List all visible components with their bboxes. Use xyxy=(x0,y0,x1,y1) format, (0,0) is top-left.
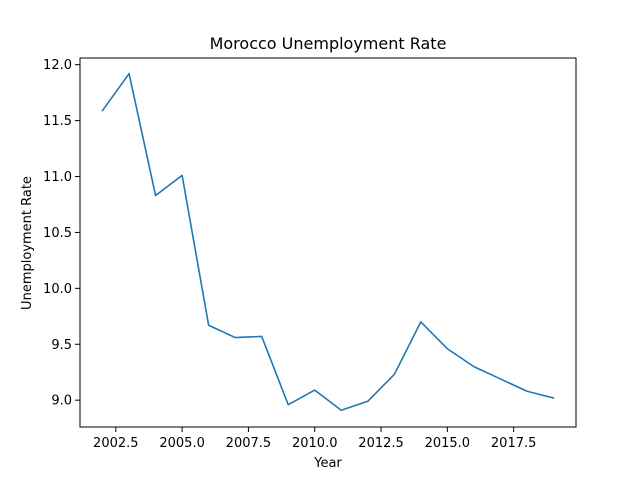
x-tick-label: 2012.5 xyxy=(358,436,404,451)
y-tick-label: 12.0 xyxy=(43,58,72,73)
y-axis-label: Unemployment Rate xyxy=(20,176,35,310)
y-tick-label: 11.5 xyxy=(43,114,72,129)
x-axis-label: Year xyxy=(313,456,342,471)
series-line xyxy=(101,72,555,412)
y-tick-label: 11.0 xyxy=(43,170,72,185)
x-tick-label: 2002.5 xyxy=(93,436,139,451)
x-tick-label: 2010.0 xyxy=(292,436,338,451)
y-tick-label: 9.5 xyxy=(51,338,72,353)
x-tick-label: 2017.5 xyxy=(491,436,537,451)
x-tick-label: 2007.5 xyxy=(226,436,272,451)
plot-area xyxy=(101,72,555,412)
x-tick-label: 2005.0 xyxy=(159,436,205,451)
axis-ticks: 2002.5 2005.0 2007.5 2010.0 2012.5 2015.0 2017… xyxy=(43,58,536,451)
y-tick-label: 10.5 xyxy=(43,226,72,241)
y-tick-label: 9.0 xyxy=(51,394,72,409)
x-tick-label: 2015.0 xyxy=(425,436,471,451)
chart-title: Morocco Unemployment Rate xyxy=(210,34,447,53)
y-tick-label: 10.0 xyxy=(43,282,72,297)
plot-frame xyxy=(79,57,577,428)
